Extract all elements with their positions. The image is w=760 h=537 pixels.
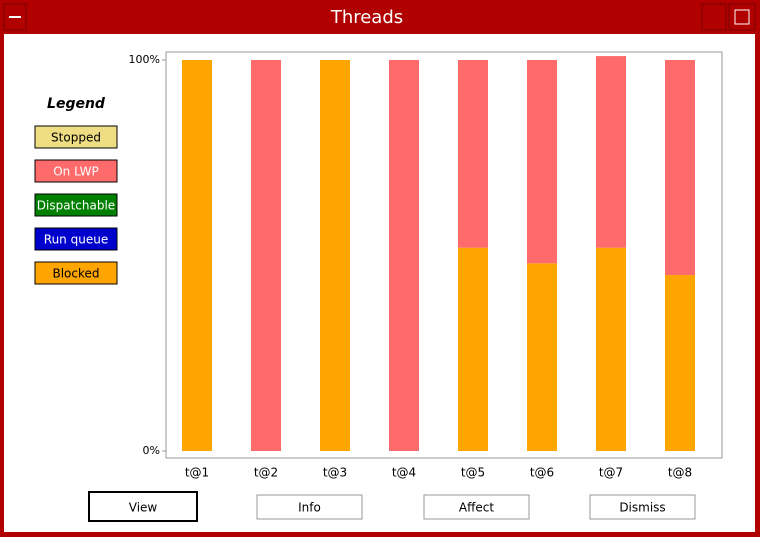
x-tick-label: t@1	[185, 466, 209, 480]
x-tick-label: t@2	[254, 466, 278, 480]
bar-segment	[596, 247, 626, 451]
legend-swatch	[34, 159, 118, 183]
button-label[interactable]: View	[129, 501, 158, 515]
button-frame[interactable]	[256, 494, 363, 520]
bar-segment	[389, 60, 419, 451]
bar-segment	[251, 60, 281, 451]
legend-swatch	[34, 125, 118, 149]
legend-swatch	[34, 193, 118, 217]
button-frame[interactable]	[423, 494, 530, 520]
bar-segment	[665, 275, 695, 451]
x-tick-label: t@6	[530, 466, 554, 480]
bar-segment	[527, 263, 557, 451]
button-frame[interactable]	[88, 491, 198, 522]
legend-label: Dispatchable	[37, 199, 115, 213]
bar-segment	[665, 60, 695, 276]
window-title: Threads	[330, 7, 403, 28]
legend-label: Run queue	[44, 233, 108, 247]
bar-segment	[182, 60, 212, 451]
y-tick-label: 0%	[143, 444, 160, 457]
minimize-button[interactable]	[701, 3, 727, 31]
button-frame[interactable]	[589, 494, 696, 520]
button-label[interactable]: Affect	[459, 501, 494, 515]
maximize-icon	[734, 9, 750, 25]
x-tick-label: t@3	[323, 466, 347, 480]
x-tick-label: t@4	[392, 466, 416, 480]
button-label[interactable]: Info	[298, 501, 321, 515]
legend-label: On LWP	[53, 165, 99, 179]
bar-segment	[458, 247, 488, 451]
y-tick-label: 100%	[129, 53, 160, 66]
client-area	[4, 34, 755, 532]
legend-swatch	[34, 227, 118, 251]
x-tick-label: t@7	[599, 466, 623, 480]
bar-segment	[320, 60, 350, 451]
legend-label: Blocked	[52, 267, 99, 281]
window-menu-button[interactable]	[3, 3, 27, 31]
x-tick-label: t@5	[461, 466, 485, 480]
plot-frame	[165, 51, 723, 459]
bar-segment	[458, 60, 488, 248]
bar-segment	[527, 60, 557, 264]
maximize-button[interactable]	[728, 3, 756, 31]
legend-title: Legend	[47, 96, 106, 112]
legend-label: Stopped	[51, 131, 101, 145]
x-tick-label: t@8	[668, 466, 692, 480]
button-label[interactable]: Dismiss	[619, 501, 665, 515]
bar-segment	[596, 56, 626, 248]
legend-swatch	[34, 261, 118, 285]
